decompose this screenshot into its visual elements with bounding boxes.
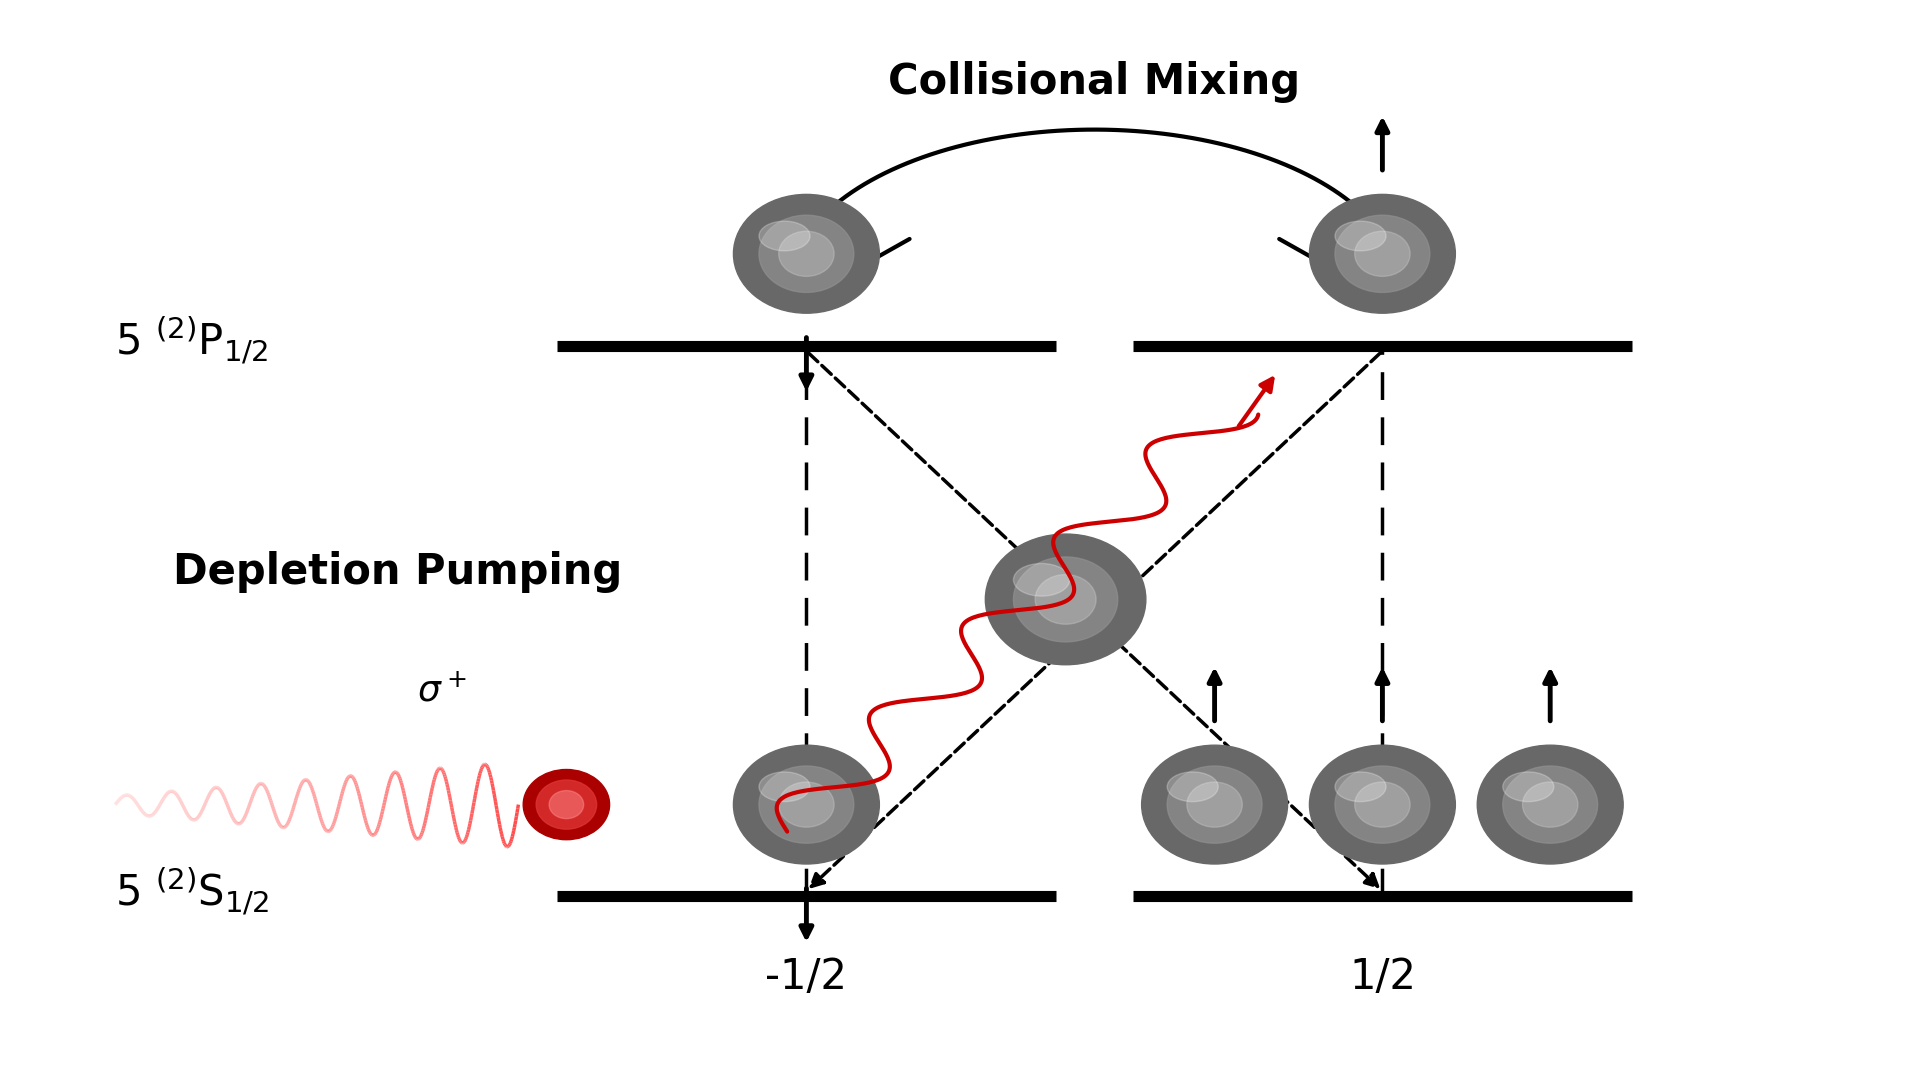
- Text: -1/2: -1/2: [766, 956, 847, 998]
- Text: 5 $^{(2)}$S$_{1/2}$: 5 $^{(2)}$S$_{1/2}$: [115, 865, 269, 917]
- Ellipse shape: [522, 769, 611, 840]
- Ellipse shape: [1309, 194, 1455, 313]
- Ellipse shape: [1503, 772, 1553, 801]
- Ellipse shape: [1334, 772, 1386, 801]
- Ellipse shape: [1356, 782, 1409, 827]
- Ellipse shape: [1334, 766, 1430, 843]
- Ellipse shape: [1142, 745, 1288, 864]
- Ellipse shape: [1014, 557, 1117, 642]
- Text: 5 $^{(2)}$P$_{1/2}$: 5 $^{(2)}$P$_{1/2}$: [115, 314, 269, 366]
- Ellipse shape: [1187, 782, 1242, 827]
- Text: 1/2: 1/2: [1350, 956, 1415, 998]
- Ellipse shape: [985, 534, 1146, 664]
- Ellipse shape: [758, 215, 854, 293]
- Ellipse shape: [1356, 231, 1409, 276]
- Ellipse shape: [1503, 766, 1597, 843]
- Ellipse shape: [758, 772, 810, 801]
- Ellipse shape: [536, 780, 597, 829]
- Ellipse shape: [1523, 782, 1578, 827]
- Ellipse shape: [780, 231, 833, 276]
- Ellipse shape: [733, 745, 879, 864]
- Text: $\sigma^+$: $\sigma^+$: [417, 673, 467, 707]
- Ellipse shape: [780, 782, 833, 827]
- Text: Depletion Pumping: Depletion Pumping: [173, 552, 622, 593]
- Ellipse shape: [1334, 215, 1430, 293]
- Ellipse shape: [1167, 766, 1261, 843]
- Ellipse shape: [549, 791, 584, 819]
- Ellipse shape: [733, 194, 879, 313]
- Ellipse shape: [1309, 745, 1455, 864]
- Ellipse shape: [758, 221, 810, 251]
- Ellipse shape: [1476, 745, 1622, 864]
- Ellipse shape: [758, 766, 854, 843]
- Ellipse shape: [1167, 772, 1217, 801]
- Text: Collisional Mixing: Collisional Mixing: [889, 60, 1300, 103]
- Ellipse shape: [1035, 575, 1096, 624]
- Ellipse shape: [1014, 564, 1069, 596]
- Ellipse shape: [1334, 221, 1386, 251]
